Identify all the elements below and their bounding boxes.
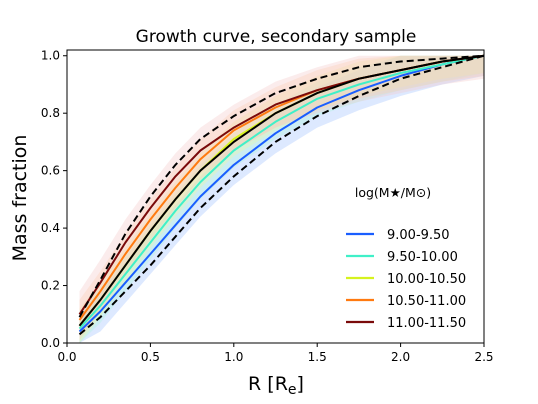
x-axis-label: R [Re]	[248, 373, 304, 398]
legend-label-2: 10.00-10.50	[387, 272, 466, 287]
y-axis-label: Mass fraction	[9, 135, 31, 262]
x-axis-ticks: 0.0 0.5 1.0 1.5 2.0 2.5	[57, 343, 494, 364]
legend-label-0: 9.00-9.50	[387, 228, 450, 243]
x-axis-label-close: ]	[297, 373, 304, 395]
y-tick-label: 0.0	[41, 336, 60, 350]
x-tick-label: 1.0	[224, 350, 243, 364]
x-axis-label-subscript: e	[288, 382, 297, 398]
x-tick-label: 2.5	[474, 350, 493, 364]
y-axis-ticks: 0.0 0.2 0.4 0.6 0.8 1.0	[41, 49, 67, 350]
series-line-1	[78, 54, 485, 330]
reference-lines	[78, 54, 485, 336]
y-tick-label: 0.8	[41, 106, 60, 120]
legend-title: log(M★/M⊙)	[355, 185, 431, 200]
series-band-1	[79, 55, 484, 343]
plot-frame	[66, 49, 485, 344]
x-axis-label-main: R [R	[248, 373, 288, 395]
chart-title: Growth curve, secondary sample	[136, 27, 417, 47]
legend-label-4: 11.00-11.50	[387, 316, 466, 331]
y-tick-label: 0.6	[41, 164, 60, 178]
series-band-3	[79, 55, 484, 341]
x-tick-label: 0.5	[141, 350, 160, 364]
series-band-0	[79, 55, 484, 343]
y-tick-label: 1.0	[41, 49, 60, 63]
legend-label-3: 10.50-11.00	[387, 294, 466, 309]
series-band-2	[79, 55, 484, 343]
legend: 9.00-9.50 9.50-10.00 10.00-10.50 10.50-11.0…	[346, 228, 466, 331]
x-tick-label: 2.0	[391, 350, 410, 364]
x-tick-label: 1.5	[308, 350, 327, 364]
dashed-reference-line-2	[78, 54, 485, 318]
series-line-0	[78, 54, 485, 333]
legend-label-1: 9.50-10.00	[387, 250, 458, 265]
dashed-reference-line-1	[78, 54, 485, 336]
y-tick-label: 0.4	[41, 221, 60, 235]
median-reference-line-0	[78, 54, 485, 327]
x-tick-label: 0.0	[57, 350, 76, 364]
y-tick-label: 0.2	[41, 279, 60, 293]
